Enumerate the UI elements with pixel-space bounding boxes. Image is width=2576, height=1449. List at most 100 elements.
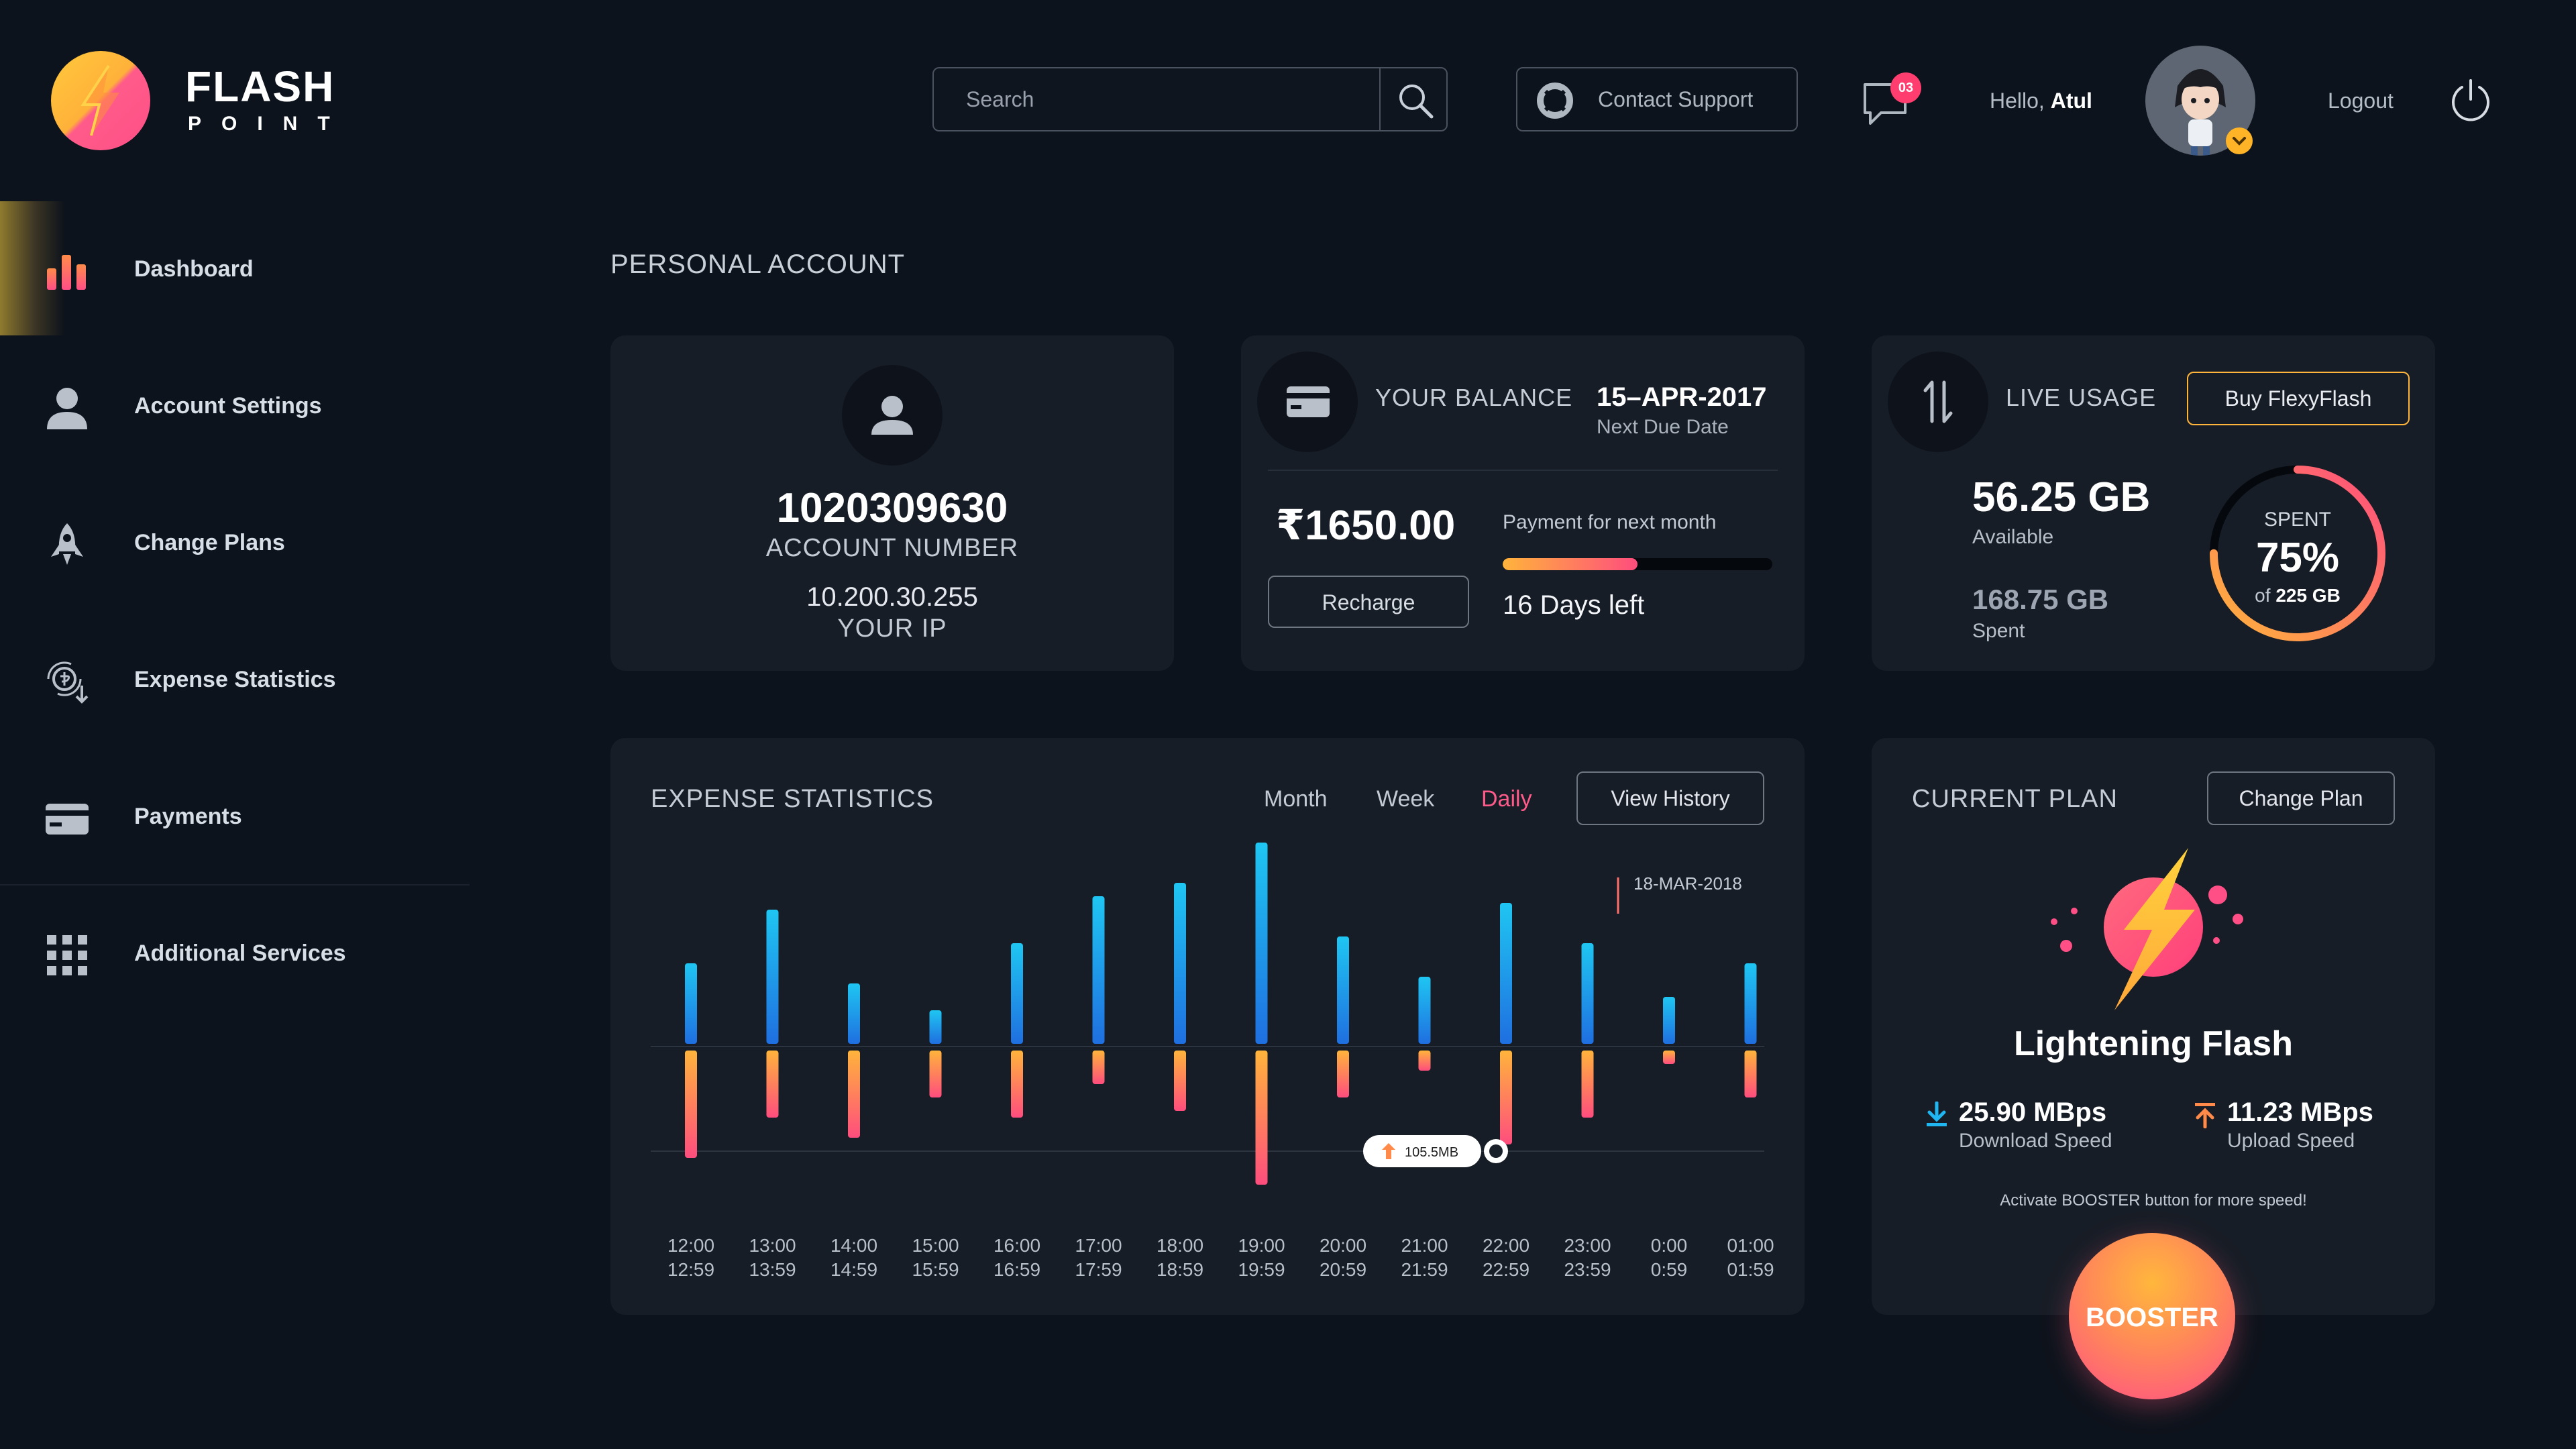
sidebar-item-label: Payments [134, 804, 242, 829]
sidebar-item-dashboard[interactable]: Dashboard [0, 201, 470, 335]
buy-flexyflash-label: Buy FlexyFlash [2224, 386, 2372, 411]
payment-label: Payment for next month [1503, 511, 1717, 533]
user-name: Atul [2050, 89, 2092, 113]
brand-logo[interactable] [51, 51, 150, 150]
x-tick-label: 23:00 [1564, 1235, 1611, 1256]
bar-series-1[interactable] [1663, 997, 1675, 1044]
usage-donut [2210, 466, 2385, 641]
download-speed-label: Download Speed [1959, 1130, 2112, 1152]
account-avatar [842, 365, 943, 466]
sidebar-divider [0, 884, 470, 885]
decor-dot [2060, 940, 2072, 952]
date-marker-label: 18-MAR-2018 [1633, 873, 1742, 894]
x-tick-label: 15:00 [912, 1235, 959, 1256]
recharge-label: Recharge [1322, 590, 1415, 614]
rocket-icon [51, 523, 83, 565]
usage-tooltip[interactable]: 105.5MB [1363, 1135, 1508, 1167]
x-tick-label: 12:59 [667, 1259, 714, 1280]
bar-series-2[interactable] [1255, 1051, 1268, 1185]
search-input[interactable] [934, 68, 1381, 130]
expense-chart: 12:00 12:59 13:00 13:59 14:00 14:59 15:00 15:59… [651, 843, 1774, 1280]
booster-button[interactable]: BOOSTER [2069, 1233, 2235, 1399]
x-tick-label: 15:59 [912, 1259, 959, 1280]
bar-series-1[interactable] [1418, 977, 1431, 1044]
download-icon [1927, 1102, 1947, 1126]
avatar-menu-chevron[interactable] [2226, 127, 2253, 154]
bar-series-1[interactable] [1337, 936, 1349, 1044]
balance-title: YOUR BALANCE [1375, 384, 1573, 411]
payment-progress-fill [1503, 558, 1638, 570]
sidebar-item-payments[interactable]: Payments [0, 749, 470, 883]
tab-daily[interactable]: Daily [1481, 786, 1532, 812]
x-tick-label: 0:59 [1651, 1259, 1688, 1280]
live-usage-card: LIVE USAGE Buy FlexyFlash 56.25 GB Avail… [1872, 335, 2435, 671]
tab-month[interactable]: Month [1264, 786, 1328, 812]
sidebar-item-change-plans[interactable]: Change Plans [0, 475, 470, 609]
view-history-button[interactable]: View History [1576, 771, 1764, 825]
decor-dot [2051, 918, 2057, 925]
user-icon [871, 396, 913, 435]
bar-series-2[interactable] [1744, 1051, 1757, 1097]
ip-address: 10.200.30.255 [806, 582, 978, 612]
change-plan-button[interactable]: Change Plan [2207, 771, 2395, 825]
bar-series-1[interactable] [848, 983, 860, 1044]
bar-series-1[interactable] [1174, 883, 1186, 1044]
decor-dot [2233, 914, 2243, 924]
x-tick-label: 20:59 [1320, 1259, 1366, 1280]
power-button[interactable] [2447, 76, 2494, 127]
ip-address-label: YOUR IP [837, 614, 947, 643]
bar-series-2[interactable] [1092, 1051, 1105, 1084]
bar-series-2[interactable] [929, 1051, 942, 1097]
bar-series-1[interactable] [1744, 963, 1757, 1044]
bar-series-2[interactable] [1581, 1051, 1594, 1118]
x-tick-label: 22:59 [1483, 1259, 1529, 1280]
x-tick-label: 19:59 [1238, 1259, 1285, 1280]
bar-series-2[interactable] [1337, 1051, 1349, 1097]
bar-series-1[interactable] [766, 910, 779, 1044]
bar-series-1[interactable] [1500, 903, 1512, 1044]
wallet-icon [1287, 386, 1330, 417]
decor-dot [2208, 885, 2227, 904]
bar-series-2[interactable] [1174, 1051, 1186, 1111]
bar-series-2[interactable] [1663, 1051, 1675, 1064]
logout-link[interactable]: Logout [2328, 89, 2394, 113]
decor-dot [2071, 908, 2078, 914]
lifebuoy-icon [1537, 83, 1573, 119]
sidebar-item-additional-services[interactable]: Additional Services [0, 885, 470, 1020]
bar-series-1[interactable] [929, 1010, 942, 1044]
x-tick-label: 14:00 [830, 1235, 877, 1256]
page-title: PERSONAL ACCOUNT [610, 250, 906, 279]
chevron-down-icon [2233, 137, 2246, 146]
divider [1268, 470, 1778, 471]
x-tick-label: 23:59 [1564, 1259, 1611, 1280]
upload-speed-label: Upload Speed [2227, 1130, 2355, 1152]
sidebar-item-account-settings[interactable]: Account Settings [0, 338, 470, 472]
bar-series-2[interactable] [766, 1051, 779, 1118]
bar-series-1[interactable] [1255, 843, 1268, 1044]
bar-series-2[interactable] [1011, 1051, 1023, 1118]
bar-series-2[interactable] [1418, 1051, 1431, 1071]
greeting: Hello, Atul [1990, 89, 2092, 113]
bar-series-2[interactable] [685, 1051, 697, 1158]
recharge-button[interactable]: Recharge [1268, 576, 1469, 628]
bar-series-2[interactable] [1500, 1051, 1512, 1144]
bar-series-1[interactable] [1092, 896, 1105, 1044]
bar-series-1[interactable] [1011, 943, 1023, 1044]
bar-series-1[interactable] [1581, 943, 1594, 1044]
bar-series-1[interactable] [685, 963, 697, 1044]
search-button[interactable] [1379, 68, 1446, 130]
buy-flexyflash-button[interactable]: Buy FlexyFlash [2187, 372, 2410, 425]
lightning-icon [80, 64, 119, 136]
sidebar-item-expense-statistics[interactable]: Expense Statistics [0, 612, 470, 746]
bar-series-2[interactable] [848, 1051, 860, 1138]
credit-card-icon [46, 804, 89, 835]
tab-week[interactable]: Week [1377, 786, 1435, 812]
x-tick-label: 01:59 [1727, 1259, 1774, 1280]
data-available: 56.25 GB [1972, 474, 2151, 521]
contact-support-button[interactable]: Contact Support [1516, 67, 1798, 131]
avatar-illustration [2145, 46, 2255, 156]
x-tick-label: 12:00 [667, 1235, 714, 1256]
x-tick-label: 16:59 [994, 1259, 1040, 1280]
donut-total-value: 225 GB [2275, 585, 2341, 606]
x-tick-label: 22:00 [1483, 1235, 1529, 1256]
